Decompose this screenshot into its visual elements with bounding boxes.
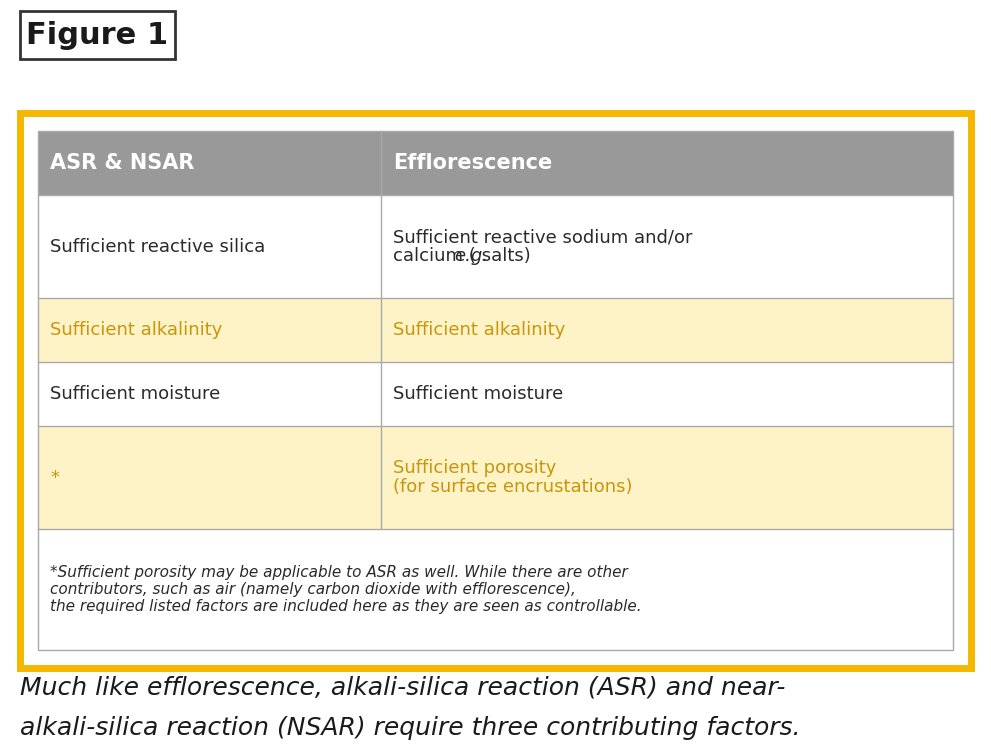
Text: e.g.: e.g.	[454, 246, 488, 265]
Text: Sufficient alkalinity: Sufficient alkalinity	[50, 321, 222, 339]
Bar	[20, 11, 175, 59]
Text: Figure 1: Figure 1	[27, 20, 168, 49]
Text: ASR & NSAR: ASR & NSAR	[50, 153, 194, 173]
Bar	[38, 362, 953, 426]
Bar	[20, 11, 175, 59]
Text: Sufficient moisture: Sufficient moisture	[50, 385, 220, 403]
Text: the required listed factors are included here as they are seen as controllable.: the required listed factors are included…	[50, 599, 641, 614]
Bar	[38, 298, 953, 362]
Bar	[20, 113, 971, 668]
Text: Sufficient porosity: Sufficient porosity	[393, 459, 557, 477]
Bar	[38, 131, 953, 650]
Text: alkali-silica reaction (NSAR) require three contributing factors.: alkali-silica reaction (NSAR) require th…	[20, 716, 801, 739]
Text: Much like efflorescence, alkali-silica reaction (ASR) and near-: Much like efflorescence, alkali-silica r…	[20, 676, 786, 700]
Bar	[20, 113, 971, 668]
Text: Sufficient moisture: Sufficient moisture	[393, 385, 563, 403]
Bar	[38, 131, 953, 650]
Text: (for surface encrustations): (for surface encrustations)	[393, 478, 632, 496]
Text: Sufficient reactive sodium and/or: Sufficient reactive sodium and/or	[393, 228, 693, 246]
Text: *: *	[50, 469, 59, 487]
Text: Efflorescence: Efflorescence	[393, 153, 552, 173]
Text: *Sufficient porosity may be applicable to ASR as well. While there are other: *Sufficient porosity may be applicable t…	[50, 565, 627, 580]
Bar	[38, 426, 953, 529]
Text: Sufficient reactive silica: Sufficient reactive silica	[50, 237, 266, 256]
Text: calcium (: calcium (	[393, 246, 476, 265]
Text: contributors, such as air (namely carbon dioxide with efflorescence),: contributors, such as air (namely carbon…	[50, 582, 576, 597]
Text: Sufficient alkalinity: Sufficient alkalinity	[393, 321, 566, 339]
Text: salts): salts)	[477, 246, 531, 265]
Bar	[38, 131, 953, 195]
Bar	[38, 529, 953, 650]
Bar	[38, 195, 953, 298]
